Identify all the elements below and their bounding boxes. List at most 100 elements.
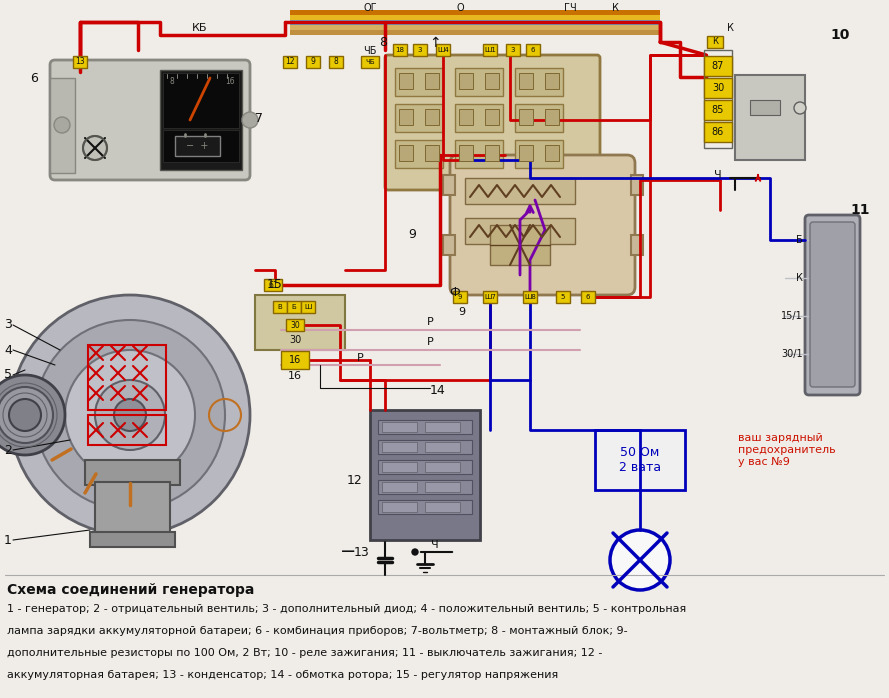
Text: 85: 85 [712,105,725,115]
Bar [395,140,443,168]
FancyArrowPatch shape [756,175,760,181]
Bar [519,145,533,161]
Text: Ш8: Ш8 [524,294,536,300]
Bar [515,68,563,96]
Bar [595,430,685,490]
Text: КБ: КБ [192,23,208,33]
Bar [95,482,170,537]
Bar [425,73,439,89]
Bar [750,100,780,115]
Text: К: К [726,23,733,33]
Bar [735,75,805,160]
Text: 4: 4 [4,343,12,357]
Bar [290,25,435,30]
Bar [425,422,460,432]
Bar [281,351,309,369]
Bar [85,460,180,485]
Text: ЧБ: ЧБ [364,46,377,56]
Text: аккумуляторная батарея; 13 - конденсатор; 14 - обмотка ротора; 15 - регулятор на: аккумуляторная батарея; 13 - конденсатор… [7,670,558,680]
Circle shape [95,380,165,450]
Bar [704,100,732,120]
Bar [382,502,417,512]
Text: 3: 3 [511,47,516,53]
Text: 6: 6 [586,294,590,300]
Text: 16: 16 [288,371,302,381]
Bar [515,104,563,132]
Text: 11: 11 [850,203,869,217]
Bar [370,410,480,540]
Text: Схема соединений генератора: Схема соединений генератора [7,583,254,597]
Bar [378,420,472,434]
Text: 6: 6 [531,47,535,53]
Text: О: О [456,3,464,13]
Bar [556,291,570,303]
Bar [485,73,499,89]
Bar [395,68,443,96]
Text: 12: 12 [285,57,295,66]
Text: ЧБ: ЧБ [365,59,375,65]
Text: 18: 18 [396,47,404,53]
Bar [50,78,75,173]
Text: 10: 10 [830,28,850,42]
Text: дополнительные резисторы по 100 Ом, 2 Вт; 10 - реле зажигания; 11 - выключатель : дополнительные резисторы по 100 Ом, 2 Вт… [7,648,603,658]
Bar [443,235,455,255]
Text: 9: 9 [310,57,316,66]
Bar [435,25,660,30]
Bar [382,442,417,452]
Text: 5: 5 [561,294,565,300]
Circle shape [114,399,146,431]
Bar [287,301,301,313]
Bar [465,178,575,204]
Circle shape [54,117,70,133]
Text: В: В [277,304,283,310]
Bar [459,73,473,89]
Bar [459,145,473,161]
Bar [526,44,540,56]
Bar [485,109,499,125]
Bar [163,130,239,162]
Bar [704,56,732,76]
Bar [436,44,450,56]
Bar [88,415,166,445]
Text: Ш1: Ш1 [485,47,496,53]
Bar [88,345,166,410]
Text: К: К [612,3,619,13]
Text: 9: 9 [458,294,462,300]
Text: 50 Ом
2 вата: 50 Ом 2 вата [619,446,661,474]
Bar [704,78,732,98]
Bar [378,460,472,474]
Bar [382,482,417,492]
Bar [425,462,460,472]
Text: Ш4: Ш4 [437,47,449,53]
Bar [286,319,304,331]
Bar [273,301,287,313]
Bar [160,70,242,170]
Text: Б: Б [292,304,296,310]
Bar [704,50,732,148]
Bar [395,104,443,132]
Bar [545,109,559,125]
Text: ГЧ: ГЧ [564,3,576,13]
Bar [399,145,413,161]
Bar [306,56,320,68]
Bar [435,15,660,20]
Text: 87: 87 [712,61,725,71]
Text: Р: Р [427,337,433,347]
Text: 15: 15 [267,279,283,292]
Bar [382,462,417,472]
Text: 86: 86 [712,127,725,137]
Bar [453,291,467,303]
Bar [519,73,533,89]
Bar [519,109,533,125]
Bar [399,73,413,89]
Bar [425,502,460,512]
Circle shape [794,102,806,114]
Text: К: К [712,38,718,47]
Text: Ч: Ч [714,170,722,180]
Text: 9: 9 [408,228,416,242]
Bar [545,145,559,161]
Bar [506,44,520,56]
Text: Ч: Ч [431,540,439,550]
Text: 5: 5 [4,369,12,382]
Text: 8: 8 [170,77,174,87]
